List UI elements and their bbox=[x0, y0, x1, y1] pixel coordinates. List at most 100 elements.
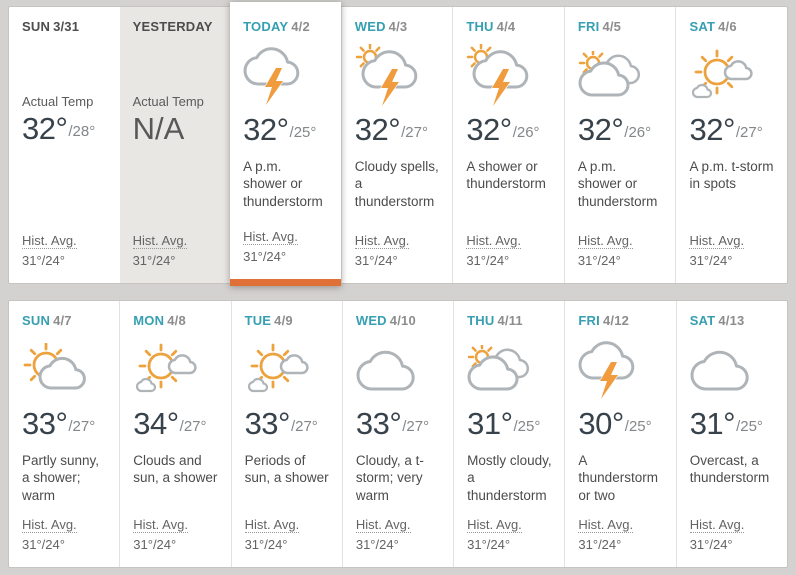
day-label: SAT bbox=[689, 19, 716, 34]
date-label: 4/5 bbox=[602, 19, 622, 34]
high-temp: 32° bbox=[22, 111, 68, 146]
date-label: 3/31 bbox=[53, 19, 80, 34]
temperature: 32°/27° bbox=[355, 114, 443, 145]
hist-avg-value: 31°/24° bbox=[22, 536, 65, 552]
temperature: 32°/25° bbox=[243, 114, 331, 145]
forecast-card-fri-4-5[interactable]: FRI 4/5 32°/26° A p.m. shower or thunders… bbox=[563, 7, 676, 283]
card-header: TUE 4/9 bbox=[245, 313, 332, 328]
hist-avg-value: 31°/24° bbox=[689, 252, 733, 268]
high-temp: 32° bbox=[689, 112, 735, 147]
forecast-card-tue-4-9[interactable]: TUE 4/9 33°/27° Periods of sun, a shower … bbox=[230, 301, 342, 567]
hist-avg-link[interactable]: Hist. Avg. bbox=[354, 233, 410, 249]
hist-avg-value: 31°/24° bbox=[354, 252, 398, 268]
low-temp: /25° bbox=[624, 418, 652, 435]
hist-avg-value: 31°/24° bbox=[133, 536, 177, 552]
low-temp: /25° bbox=[289, 124, 317, 141]
forecast-description: A p.m. shower or thunderstorm bbox=[243, 159, 323, 209]
forecast-card-sat-4-13[interactable]: SAT 4/13 31°/25° Overcast, a thunderstorm… bbox=[675, 301, 787, 567]
hist-avg-link[interactable]: Hist. Avg. bbox=[466, 233, 521, 249]
historical-average: Hist. Avg. 31°/24° bbox=[244, 515, 332, 554]
cloudy-icon bbox=[690, 332, 777, 408]
day-label: MON bbox=[133, 313, 165, 328]
forecast-description: Cloudy, a t-storm; very warm bbox=[355, 453, 424, 503]
hist-avg-link[interactable]: Hist. Avg. bbox=[133, 517, 188, 533]
high-temp: N/A bbox=[132, 111, 185, 146]
temperature: 32°/26° bbox=[466, 114, 554, 145]
date-label: 4/10 bbox=[389, 313, 416, 328]
temperature: 33°/27° bbox=[22, 408, 109, 439]
card-header: WED 4/3 bbox=[355, 19, 443, 34]
historical-average: Hist. Avg. 31°/24° bbox=[132, 231, 221, 270]
hist-avg-value: 31°/24° bbox=[355, 536, 399, 552]
low-temp: /26° bbox=[512, 124, 540, 141]
forecast-card-wed-4-10[interactable]: WED 4/10 33°/27° Cloudy, a t-storm; very … bbox=[341, 301, 453, 567]
card-header: SUN 4/7 bbox=[22, 313, 109, 328]
card-header: THU 4/11 bbox=[467, 313, 554, 328]
forecast-card-thu-4-4[interactable]: THU 4/4 32°/26° A shower or thunderstorm … bbox=[452, 7, 564, 283]
forecast-card-fri-4-12[interactable]: FRI 4/12 30°/25° A thunderstorm or two Hi… bbox=[564, 301, 675, 567]
high-temp: 32° bbox=[243, 112, 289, 147]
high-temp: 32° bbox=[354, 112, 401, 147]
historical-average: Hist. Avg. 31°/24° bbox=[689, 231, 777, 270]
card-header: MON 4/8 bbox=[133, 313, 220, 328]
forecast-card-sun-4-7[interactable]: SUN 4/7 33°/27° Partly sunny, a shower; w… bbox=[9, 301, 119, 567]
hist-avg-link[interactable]: Hist. Avg. bbox=[467, 517, 522, 533]
hist-avg-value: 31°/24° bbox=[689, 536, 733, 552]
date-label: 4/7 bbox=[53, 313, 72, 328]
historical-average: Hist. Avg. 31°/24° bbox=[467, 515, 554, 554]
forecast-description: A p.m. t-storm in spots bbox=[689, 159, 774, 192]
hist-avg-link[interactable]: Hist. Avg. bbox=[689, 517, 745, 533]
historical-average: Hist. Avg. 31°/24° bbox=[355, 515, 443, 554]
sun-with-clouds-icon bbox=[133, 332, 220, 408]
forecast-card-mon-4-8[interactable]: MON 4/8 34°/27° Clouds and sun, a shower … bbox=[119, 301, 230, 567]
hist-avg-link[interactable]: Hist. Avg. bbox=[22, 517, 77, 533]
historical-average: Hist. Avg. 31°/24° bbox=[577, 231, 666, 270]
hist-avg-link[interactable]: Hist. Avg. bbox=[132, 233, 188, 249]
forecast-row-week-2: SUN 4/7 33°/27° Partly sunny, a shower; w… bbox=[8, 300, 788, 568]
thunderstorm-icon bbox=[243, 38, 331, 114]
hist-avg-link[interactable]: Hist. Avg. bbox=[577, 233, 633, 249]
actual-temp-label: Actual Temp bbox=[22, 94, 94, 109]
cloudy-icon bbox=[356, 332, 443, 408]
card-header: SAT 4/6 bbox=[689, 19, 777, 34]
hist-avg-link[interactable]: Hist. Avg. bbox=[244, 517, 300, 533]
high-temp: 30° bbox=[578, 406, 624, 441]
forecast-card-wed-4-3[interactable]: WED 4/3 32°/27° Cloudy spells, a thunders… bbox=[340, 7, 453, 283]
day-label: THU bbox=[467, 313, 495, 328]
day-label: SUN bbox=[22, 313, 51, 328]
historical-average: Hist. Avg. 31°/24° bbox=[22, 515, 109, 554]
day-label: TODAY bbox=[243, 19, 289, 34]
temperature: 32°/28° bbox=[22, 113, 110, 144]
temperature: 33°/27° bbox=[245, 408, 332, 439]
hist-avg-value: 31°/24° bbox=[466, 252, 510, 268]
high-temp: 33° bbox=[244, 406, 291, 441]
forecast-description: Partly sunny, a shower; warm bbox=[22, 453, 100, 503]
forecast-card-today-4-2[interactable]: TODAY 4/2 32°/25° A p.m. shower or thunde… bbox=[230, 2, 341, 286]
hist-avg-value: 31°/24° bbox=[132, 252, 176, 268]
temperature: 31°/25° bbox=[467, 408, 554, 439]
forecast-card-thu-4-11[interactable]: THU 4/11 31°/25° Mostly cloudy, a thunder… bbox=[453, 301, 564, 567]
card-header: TODAY 4/2 bbox=[243, 19, 331, 34]
day-label: THU bbox=[466, 19, 494, 34]
day-label: FRI bbox=[578, 313, 600, 328]
forecast-card-sun-3-31[interactable]: SUN 3/31 Actual Temp 32°/28° Hist. Avg. 3… bbox=[9, 7, 120, 283]
hist-avg-link[interactable]: Hist. Avg. bbox=[22, 233, 77, 249]
card-header: SAT 4/13 bbox=[690, 313, 777, 328]
hist-avg-link[interactable]: Hist. Avg. bbox=[355, 517, 411, 533]
hist-avg-value: 31°/24° bbox=[467, 536, 511, 552]
date-label: 4/9 bbox=[274, 313, 293, 328]
hist-avg-link[interactable]: Hist. Avg. bbox=[243, 229, 298, 245]
sun-with-clouds-icon bbox=[245, 332, 332, 408]
hist-avg-value: 31°/24° bbox=[578, 536, 622, 552]
historical-average: Hist. Avg. 31°/24° bbox=[22, 231, 110, 270]
forecast-card-yesterday[interactable]: YESTERDAY Actual Temp N/A Hist. Avg. 31°… bbox=[119, 7, 231, 283]
hist-avg-link[interactable]: Hist. Avg. bbox=[578, 517, 634, 533]
day-label: SAT bbox=[689, 313, 716, 328]
forecast-description: Mostly cloudy, a thunderstorm bbox=[467, 453, 552, 503]
date-label: 4/3 bbox=[388, 19, 408, 34]
hist-avg-link[interactable]: Hist. Avg. bbox=[689, 233, 745, 249]
temperature: N/A bbox=[133, 113, 221, 144]
forecast-card-sat-4-6[interactable]: SAT 4/6 32°/27° A p.m. t-storm in spots H… bbox=[675, 7, 787, 283]
date-label: 4/8 bbox=[167, 313, 186, 328]
temperature: 31°/25° bbox=[690, 408, 777, 439]
